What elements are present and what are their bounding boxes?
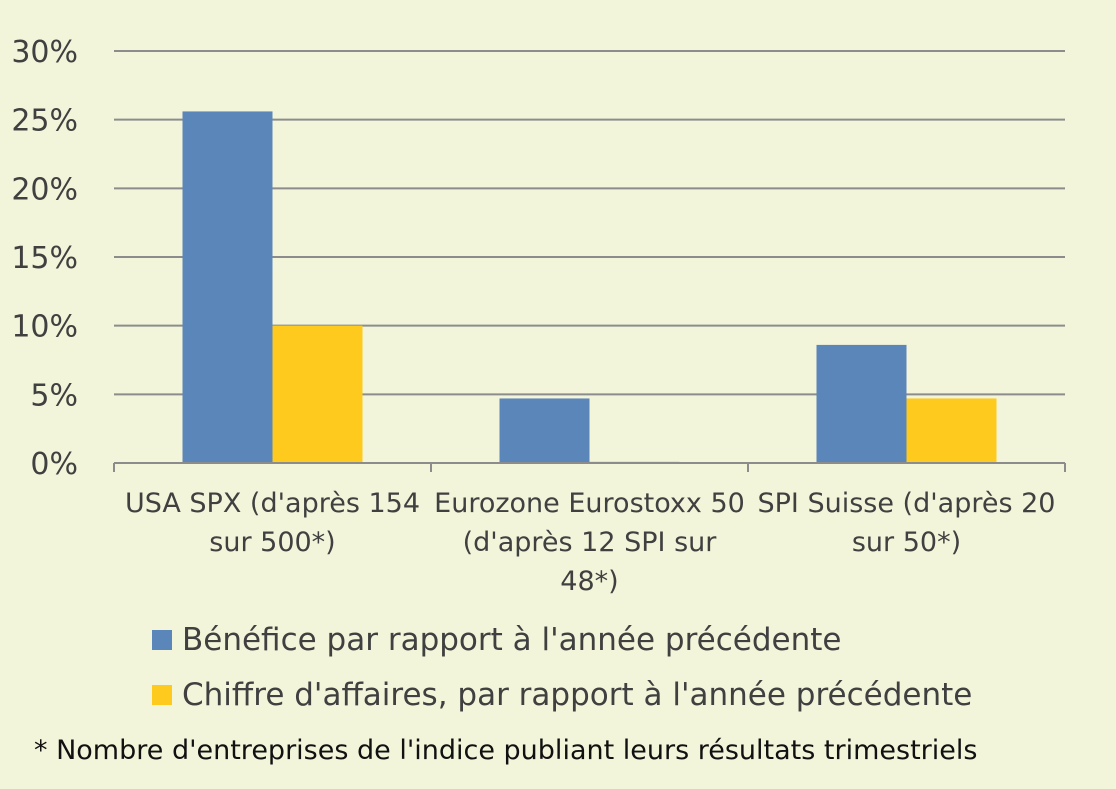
bar <box>906 398 997 463</box>
x-category-label-line: sur 50*) <box>852 527 961 558</box>
bar <box>816 344 907 463</box>
legend: Bénéfice par rapport à l'année précédent… <box>152 612 972 722</box>
bar <box>182 111 273 463</box>
bar <box>499 398 590 463</box>
x-category-label-line: Eurozone Eurostoxx 50 <box>434 488 745 519</box>
x-category-label-line: SPI Suisse (d'après 20 <box>758 488 1056 519</box>
y-tick-label: 0% <box>30 447 78 482</box>
bar-chart: 0% 5% 10% 15% 20% 25% 30% USA SPX (d'après 154… <box>11 35 1066 597</box>
x-category-label-line: (d'après 12 SPI sur <box>463 527 718 558</box>
y-tick-label: 25% <box>11 104 78 139</box>
x-category-label: Eurozone Eurostoxx 50 (d'après 12 SPI sur… <box>434 488 745 597</box>
bar <box>272 325 363 463</box>
footnote: * Nombre d'entreprises de l'indice publi… <box>34 735 978 766</box>
x-category-label-line: USA SPX (d'après 154 <box>125 488 420 519</box>
bars <box>182 111 997 463</box>
legend-item-benefice: Bénéfice par rapport à l'année précédent… <box>152 612 972 667</box>
legend-label-benefice: Bénéfice par rapport à l'année précédent… <box>182 621 842 658</box>
y-tick-label: 15% <box>11 241 78 276</box>
y-tick-label: 20% <box>11 172 78 207</box>
x-category-label: USA SPX (d'après 154 sur 500*) <box>125 488 420 558</box>
y-tick-label: 10% <box>11 310 78 345</box>
legend-label-chiffre: Chiffre d'affaires, par rapport à l'anné… <box>182 676 973 713</box>
x-axis: USA SPX (d'après 154 sur 500*) Eurozone Eu… <box>113 462 1066 597</box>
x-category-label-line: sur 500*) <box>209 527 335 558</box>
x-category-label: SPI Suisse (d'après 20 sur 50*) <box>758 488 1056 558</box>
legend-swatch-benefice <box>152 629 172 650</box>
y-tick-label: 30% <box>11 35 78 70</box>
y-tick-label: 5% <box>30 378 78 413</box>
y-axis: 0% 5% 10% 15% 20% 25% 30% <box>11 35 78 482</box>
legend-swatch-chiffre <box>152 684 172 705</box>
x-category-label-line: 48*) <box>560 566 618 597</box>
legend-item-chiffre: Chiffre d'affaires, par rapport à l'anné… <box>152 667 972 722</box>
